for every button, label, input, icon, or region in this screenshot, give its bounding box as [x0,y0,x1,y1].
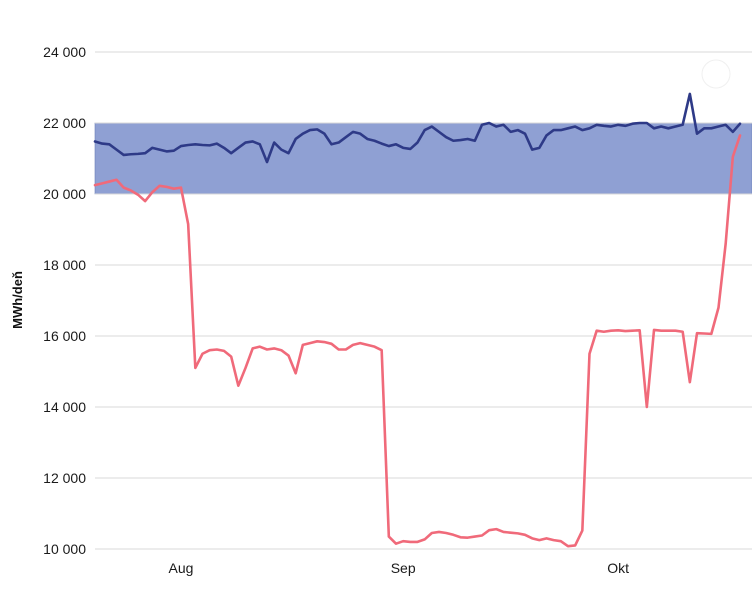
target-band-layer [94,122,752,195]
target-band [94,122,752,195]
gridlines [95,51,752,550]
series-line-blue [93,92,742,164]
series-line-red [93,134,742,548]
x-axis-ticks: Aug Sep Okt [169,560,630,576]
y-tick-label: 14 000 [43,399,86,415]
y-tick-label: 22 000 [43,115,86,131]
y-tick-label: 12 000 [43,470,86,486]
y-tick-label: 20 000 [43,186,86,202]
y-axis-ticks: 10 000 12 000 14 000 16 000 18 000 20 000 22 0… [43,44,86,557]
x-tick-label: Sep [391,560,416,576]
x-tick-label: Aug [169,560,194,576]
y-tick-label: 10 000 [43,541,86,557]
y-tick-label: 18 000 [43,257,86,273]
y-tick-label: 16 000 [43,328,86,344]
series-layer [93,59,742,548]
y-axis-title: MWh/deň [10,271,25,329]
x-tick-label: Okt [607,560,629,576]
faint-marker [701,59,731,89]
y-tick-label: 24 000 [43,44,86,60]
